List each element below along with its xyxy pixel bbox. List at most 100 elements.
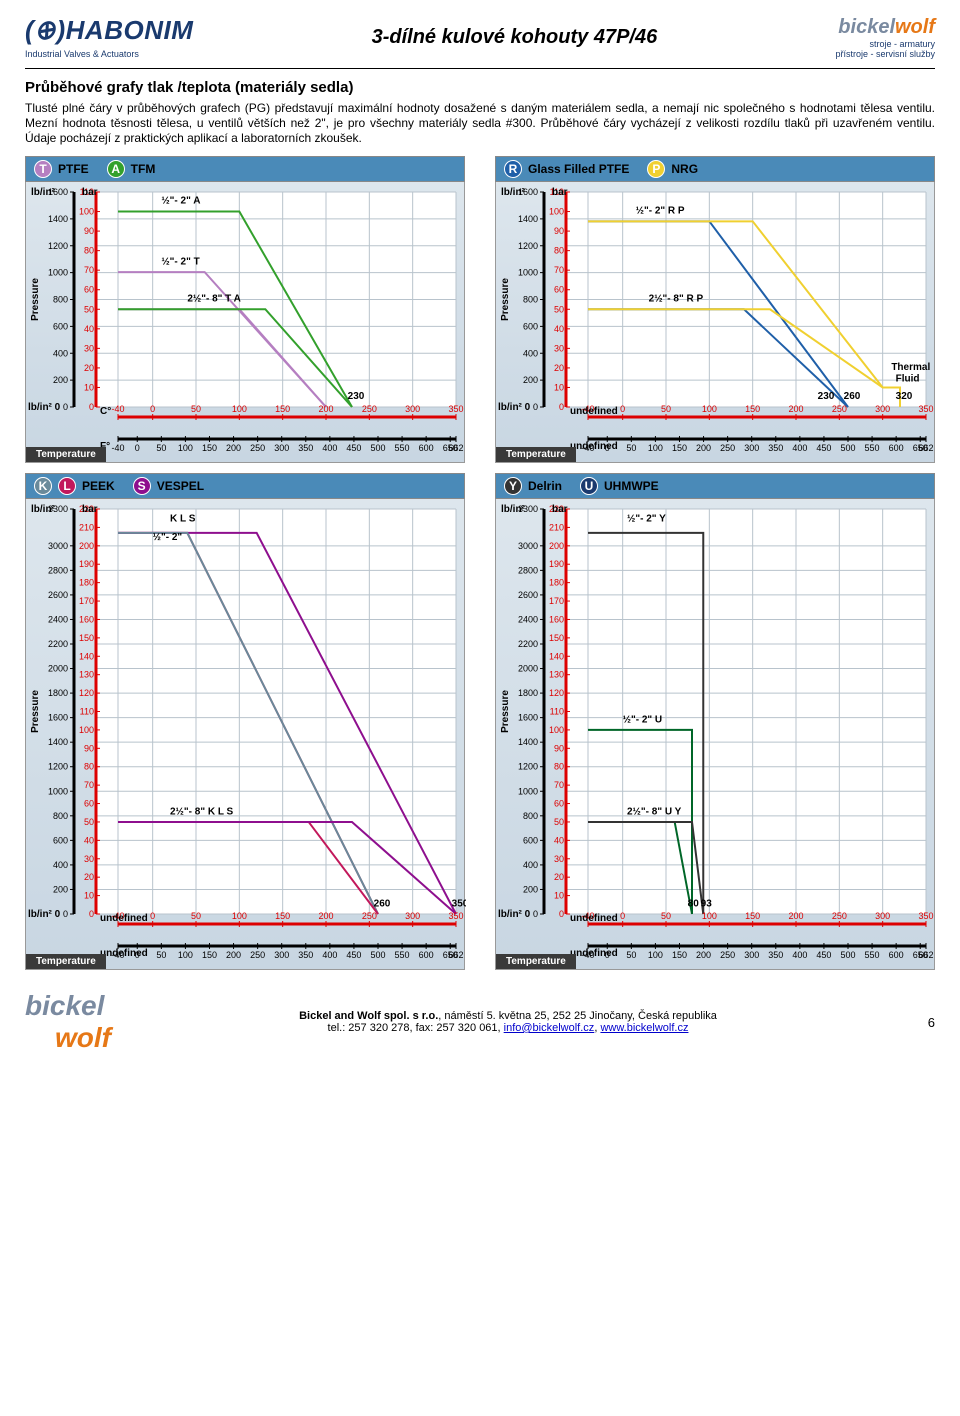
svg-text:300: 300: [274, 443, 289, 453]
svg-text:50: 50: [554, 817, 564, 827]
svg-text:lb/in²: lb/in²: [31, 187, 56, 198]
svg-text:lb/in²: lb/in²: [501, 187, 526, 198]
svg-text:200: 200: [523, 884, 538, 894]
charts-row-2: KLPEEKSVESPELK L S½"- 2"2½"- 8" K L S260…: [25, 473, 935, 970]
svg-text:50: 50: [191, 911, 201, 921]
svg-text:2200: 2200: [518, 639, 538, 649]
svg-text:400: 400: [322, 443, 337, 453]
svg-text:Thermal: Thermal: [891, 362, 930, 373]
svg-text:80: 80: [554, 762, 564, 772]
svg-text:-40: -40: [111, 404, 124, 414]
svg-text:90: 90: [84, 226, 94, 236]
svg-text:150: 150: [549, 633, 564, 643]
svg-text:100: 100: [702, 404, 717, 414]
svg-text:Fluid: Fluid: [896, 374, 920, 385]
svg-text:662: 662: [448, 443, 463, 453]
svg-text:140: 140: [79, 651, 94, 661]
svg-text:500: 500: [370, 443, 385, 453]
svg-text:lb/in² 0: lb/in² 0: [28, 402, 61, 413]
svg-text:20: 20: [554, 363, 564, 373]
svg-text:210: 210: [79, 522, 94, 532]
svg-text:300: 300: [744, 443, 759, 453]
svg-text:70: 70: [84, 780, 94, 790]
svg-text:200: 200: [226, 950, 241, 960]
legend-badge: U: [580, 477, 598, 495]
svg-text:300: 300: [405, 404, 420, 414]
svg-text:0: 0: [150, 404, 155, 414]
svg-text:600: 600: [53, 321, 68, 331]
svg-text:lb/in² 0: lb/in² 0: [498, 909, 531, 920]
legend-badge: R: [504, 160, 522, 178]
svg-text:150: 150: [672, 443, 687, 453]
svg-text:1400: 1400: [48, 737, 68, 747]
svg-text:550: 550: [395, 950, 410, 960]
svg-text:210: 210: [549, 522, 564, 532]
svg-text:undefined: undefined: [570, 441, 618, 452]
svg-text:0: 0: [559, 909, 564, 919]
svg-text:350: 350: [918, 404, 933, 414]
legend-badge: P: [647, 160, 665, 178]
svg-text:250: 250: [362, 911, 377, 921]
chart-plot: K L S½"- 2"2½"- 8" K L S2603500200400600…: [25, 499, 465, 970]
svg-text:0: 0: [89, 402, 94, 412]
svg-text:130: 130: [79, 670, 94, 680]
svg-text:10: 10: [84, 382, 94, 392]
svg-text:600: 600: [53, 835, 68, 845]
legend-label: UHMWPE: [604, 479, 659, 493]
svg-text:190: 190: [79, 559, 94, 569]
legend-label: VESPEL: [157, 479, 204, 493]
svg-text:110: 110: [80, 707, 94, 717]
svg-text:600: 600: [889, 950, 904, 960]
svg-text:260: 260: [844, 391, 861, 402]
svg-text:250: 250: [720, 950, 735, 960]
page-header: (⊕)HABONIM Industrial Valves & Actuators…: [25, 15, 935, 60]
svg-text:2000: 2000: [48, 664, 68, 674]
svg-text:lb/in² 0: lb/in² 0: [28, 909, 61, 920]
svg-text:½"- 2" Y: ½"- 2" Y: [627, 514, 666, 525]
svg-text:0: 0: [135, 443, 140, 453]
svg-text:80: 80: [84, 246, 94, 256]
svg-text:550: 550: [395, 443, 410, 453]
svg-text:100: 100: [178, 950, 193, 960]
svg-text:2400: 2400: [48, 614, 68, 624]
svg-text:60: 60: [84, 285, 94, 295]
svg-text:100: 100: [232, 404, 247, 414]
svg-text:250: 250: [250, 443, 265, 453]
svg-text:170: 170: [549, 596, 564, 606]
habonim-logo-sub: Industrial Valves & Actuators: [25, 49, 139, 59]
svg-text:2600: 2600: [518, 590, 538, 600]
svg-text:500: 500: [840, 950, 855, 960]
svg-text:60: 60: [84, 799, 94, 809]
svg-text:400: 400: [792, 950, 807, 960]
header-rule: [25, 68, 935, 69]
svg-text:130: 130: [549, 670, 564, 680]
svg-text:undefined: undefined: [100, 913, 148, 924]
footer-email-link[interactable]: info@bickelwolf.cz: [504, 1022, 595, 1034]
svg-text:½"- 2" R P: ½"- 2" R P: [636, 205, 685, 216]
svg-text:150: 150: [202, 443, 217, 453]
svg-text:350: 350: [298, 950, 313, 960]
page-footer: bickelwolf Bickel and Wolf spol. s r.o.,…: [25, 990, 935, 1054]
footer-url-link[interactable]: www.bickelwolf.cz: [600, 1022, 688, 1034]
svg-text:150: 150: [202, 950, 217, 960]
chart-glassptfe-nrg: RGlass Filled PTFEPNRG½"- 2" R P2½"- 8" …: [495, 156, 935, 463]
svg-text:550: 550: [865, 950, 880, 960]
legend-label: Glass Filled PTFE: [528, 162, 629, 176]
svg-text:40: 40: [554, 835, 564, 845]
svg-text:150: 150: [745, 404, 760, 414]
svg-text:200: 200: [523, 375, 538, 385]
svg-text:90: 90: [554, 226, 564, 236]
svg-text:30: 30: [84, 854, 94, 864]
svg-text:140: 140: [549, 651, 564, 661]
svg-text:350: 350: [768, 950, 783, 960]
legend-label: PTFE: [58, 162, 89, 176]
svg-text:662: 662: [918, 443, 933, 453]
svg-text:1400: 1400: [518, 214, 538, 224]
svg-text:250: 250: [720, 443, 735, 453]
svg-text:350: 350: [452, 898, 466, 909]
svg-text:300: 300: [274, 950, 289, 960]
svg-text:2½"- 8" R P: 2½"- 8" R P: [649, 293, 704, 304]
svg-text:1200: 1200: [48, 762, 68, 772]
svg-text:1400: 1400: [48, 214, 68, 224]
legend-label: TFM: [131, 162, 156, 176]
